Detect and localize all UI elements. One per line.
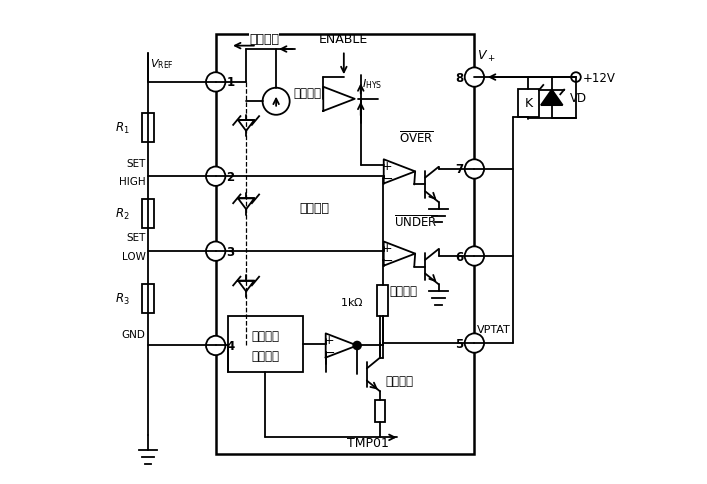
Bar	[142, 114, 153, 143]
Text: ENABLE: ENABLE	[319, 33, 368, 46]
Text: +12V: +12V	[583, 72, 616, 84]
Text: 1k$\Omega$: 1k$\Omega$	[339, 295, 363, 307]
Text: 温度传感: 温度传感	[251, 349, 279, 362]
Text: K: K	[525, 97, 532, 110]
Text: GND: GND	[122, 330, 146, 339]
Text: $V_+$: $V_+$	[477, 48, 496, 63]
Text: +: +	[324, 333, 334, 346]
Text: $\overline{\rm OVER}$: $\overline{\rm OVER}$	[399, 130, 434, 146]
Text: 电流镜像: 电流镜像	[293, 87, 322, 100]
Text: 8: 8	[455, 72, 464, 84]
Text: 回差电流: 回差电流	[249, 33, 279, 46]
Circle shape	[464, 160, 484, 179]
Text: 2: 2	[226, 170, 235, 183]
Bar	[228, 317, 303, 372]
Circle shape	[464, 68, 484, 88]
Bar	[518, 90, 539, 118]
Text: +: +	[382, 242, 392, 254]
Bar	[216, 34, 474, 454]
Text: $-$: $-$	[382, 254, 393, 267]
Text: +: +	[382, 159, 392, 172]
Bar	[142, 199, 153, 228]
Text: $R_1$: $R_1$	[115, 121, 129, 136]
Text: 6: 6	[455, 250, 464, 263]
Text: 电压回差: 电压回差	[390, 285, 418, 298]
Circle shape	[464, 333, 484, 353]
Circle shape	[206, 73, 226, 92]
Text: $\overline{\rm UNDER}$: $\overline{\rm UNDER}$	[395, 214, 438, 230]
Text: $V_{\rm REF}$: $V_{\rm REF}$	[151, 57, 175, 71]
Text: 3: 3	[226, 245, 235, 258]
Text: HIGH: HIGH	[119, 177, 146, 187]
Text: TMP01: TMP01	[347, 436, 389, 449]
Bar	[375, 400, 385, 422]
Text: 温度输出: 温度输出	[385, 374, 413, 387]
Text: 1: 1	[226, 76, 235, 89]
Circle shape	[206, 167, 226, 186]
Text: $-$: $-$	[382, 172, 393, 185]
Text: LOW: LOW	[122, 252, 146, 262]
Bar	[377, 285, 388, 317]
Text: 5: 5	[455, 337, 464, 350]
Circle shape	[354, 342, 361, 349]
Text: 7: 7	[455, 163, 464, 176]
Text: $-$: $-$	[324, 346, 335, 359]
Circle shape	[262, 89, 290, 116]
Circle shape	[206, 242, 226, 261]
Text: VD: VD	[570, 91, 587, 105]
Text: SET: SET	[126, 158, 146, 168]
Text: 电压基准: 电压基准	[251, 330, 279, 343]
Circle shape	[206, 336, 226, 355]
Bar	[142, 285, 153, 314]
Polygon shape	[541, 91, 563, 106]
Circle shape	[571, 73, 580, 83]
Text: $I_{\rm HYS}$: $I_{\rm HYS}$	[362, 77, 382, 91]
Text: VPTAT: VPTAT	[477, 325, 510, 334]
Text: 窗口比较: 窗口比较	[300, 202, 329, 215]
Text: $R_3$: $R_3$	[115, 291, 129, 306]
Circle shape	[464, 247, 484, 266]
Text: $R_2$: $R_2$	[115, 207, 129, 222]
Text: 4: 4	[226, 339, 235, 352]
Text: SET: SET	[126, 233, 146, 243]
